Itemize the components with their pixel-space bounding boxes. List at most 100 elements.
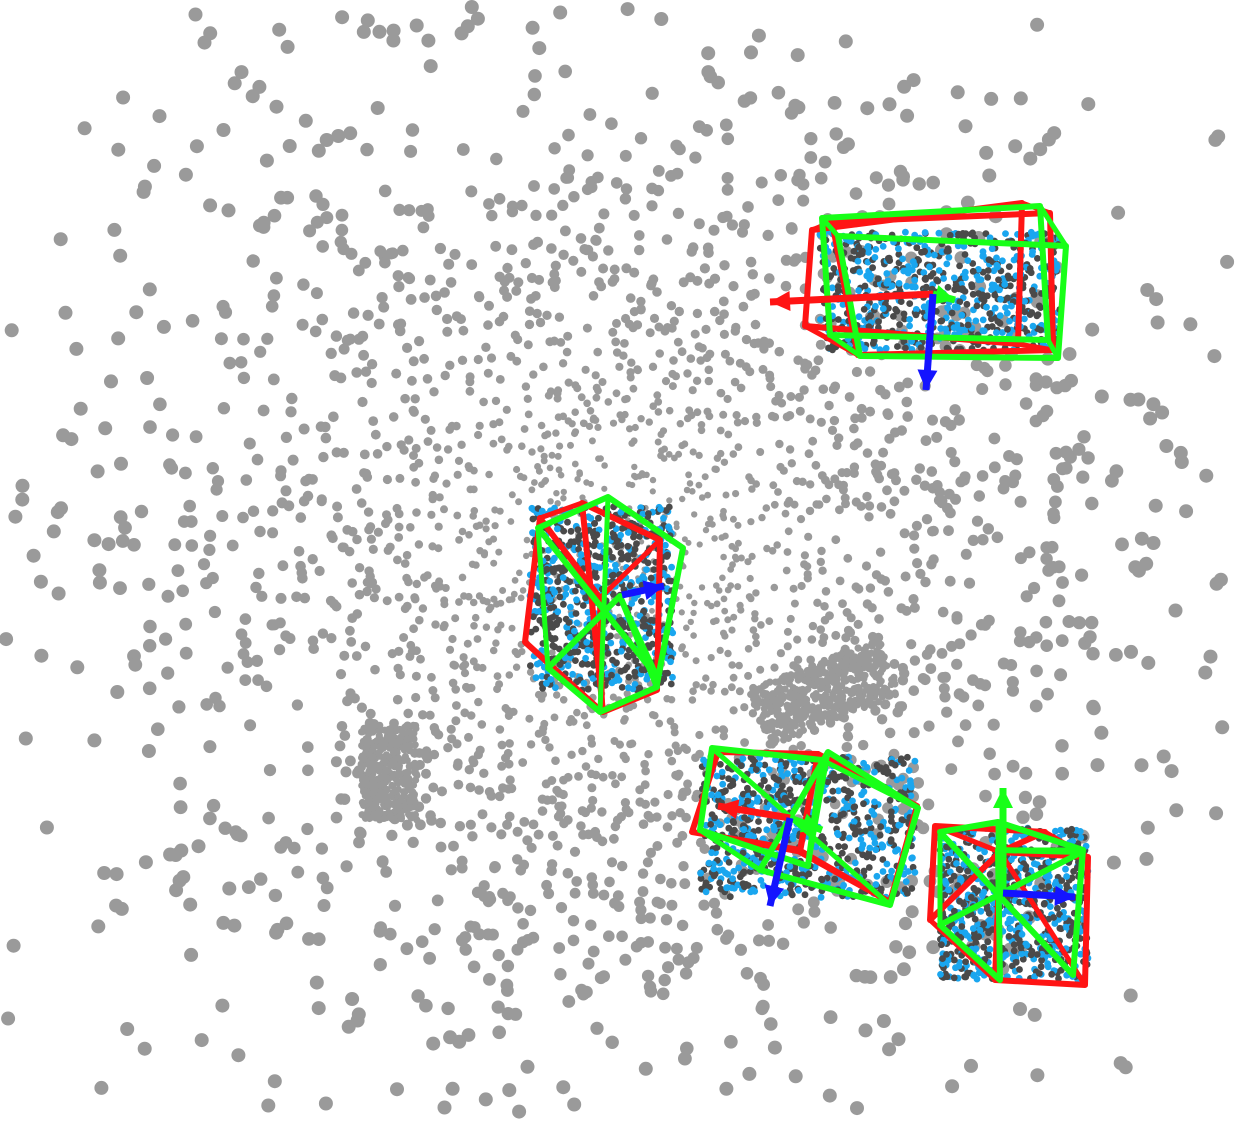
background-point: [460, 708, 470, 718]
object-point: [660, 514, 667, 522]
background-point: [443, 445, 453, 454]
background-point: [458, 573, 467, 582]
background-point: [518, 442, 526, 451]
background-point: [1022, 635, 1036, 649]
background-point: [489, 439, 498, 448]
background-point: [685, 471, 692, 479]
background-point: [718, 725, 728, 734]
cluster-point: [891, 680, 899, 688]
object-point: [921, 229, 929, 236]
background-point: [621, 754, 630, 764]
object-point: [931, 251, 938, 259]
cluster-point: [861, 671, 869, 679]
background-point: [393, 663, 403, 673]
background-point: [364, 525, 374, 535]
background-point: [465, 531, 473, 539]
background-point: [435, 817, 447, 829]
axis-y-arrow: [932, 285, 956, 305]
background-point: [326, 530, 337, 541]
background-point: [804, 132, 818, 146]
background-point: [416, 654, 425, 664]
background-point: [805, 506, 815, 516]
background-point: [735, 687, 744, 696]
object-point: [988, 323, 996, 330]
background-point: [686, 593, 693, 600]
background-point: [465, 185, 478, 198]
background-point: [787, 459, 796, 468]
object-point: [564, 662, 572, 670]
cluster-point: [805, 719, 813, 727]
background-point: [518, 648, 526, 656]
background-point: [316, 871, 330, 885]
background-point: [360, 366, 372, 377]
cluster-point: [875, 698, 883, 706]
cluster-point: [777, 719, 786, 727]
background-point: [724, 430, 733, 439]
background-point: [418, 710, 428, 720]
object-point: [1003, 309, 1011, 317]
background-point: [564, 417, 572, 425]
background-point: [673, 143, 686, 156]
cluster-point: [870, 668, 878, 677]
background-point: [296, 567, 308, 579]
object-point: [950, 324, 958, 332]
background-point: [715, 587, 723, 594]
background-point: [708, 224, 720, 236]
cluster-point: [854, 644, 862, 652]
object-point: [902, 344, 909, 352]
object-point: [546, 596, 554, 603]
background-point: [587, 888, 599, 899]
cluster-point: [406, 797, 414, 806]
object-point: [872, 302, 879, 310]
object-point: [571, 627, 578, 635]
cluster-point: [869, 682, 877, 691]
background-point: [275, 592, 287, 604]
axis-head: [917, 369, 938, 390]
background-point: [571, 876, 582, 887]
background-point: [883, 970, 898, 984]
object-point: [912, 311, 920, 319]
background-point: [750, 319, 761, 330]
cluster-point: [401, 742, 409, 751]
object-point: [906, 316, 913, 323]
background-point: [143, 420, 157, 434]
background-point: [267, 373, 280, 386]
background-point: [979, 145, 994, 160]
cluster-point: [364, 808, 372, 816]
background-point: [355, 827, 367, 840]
object-point: [650, 617, 657, 624]
background-point: [838, 34, 853, 49]
background-point: [902, 411, 913, 422]
object-point: [639, 510, 647, 518]
cluster-left: [357, 721, 421, 824]
background-point: [721, 210, 733, 222]
background-point: [776, 462, 785, 472]
background-point: [428, 686, 438, 695]
background-point: [1036, 409, 1050, 423]
cluster-point: [771, 720, 779, 728]
background-point: [704, 278, 715, 289]
background-point: [821, 587, 831, 596]
background-point: [856, 501, 866, 511]
background-point: [168, 848, 183, 862]
background-point: [695, 749, 704, 759]
background-point: [589, 416, 597, 424]
background-point: [442, 326, 453, 337]
background-point: [701, 324, 711, 334]
background-point: [547, 830, 558, 841]
background-point: [372, 449, 383, 459]
object-point: [975, 276, 983, 284]
background-point: [885, 508, 896, 519]
background-point: [721, 632, 729, 640]
background-point: [770, 412, 780, 422]
background-point: [1007, 476, 1019, 489]
object-point: [912, 306, 920, 313]
background-point: [512, 1104, 527, 1119]
background-point: [512, 826, 523, 837]
background-point: [605, 1035, 619, 1050]
object-point: [935, 229, 943, 237]
background-point: [441, 1001, 455, 1016]
background-point: [382, 474, 392, 485]
background-point: [752, 589, 760, 597]
background-point: [836, 140, 851, 154]
